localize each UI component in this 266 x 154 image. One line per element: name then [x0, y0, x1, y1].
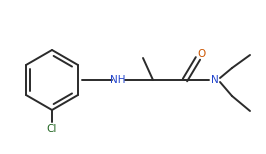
Text: O: O	[197, 49, 205, 59]
Text: Cl: Cl	[47, 124, 57, 134]
Text: NH: NH	[110, 75, 126, 85]
Text: N: N	[211, 75, 219, 85]
